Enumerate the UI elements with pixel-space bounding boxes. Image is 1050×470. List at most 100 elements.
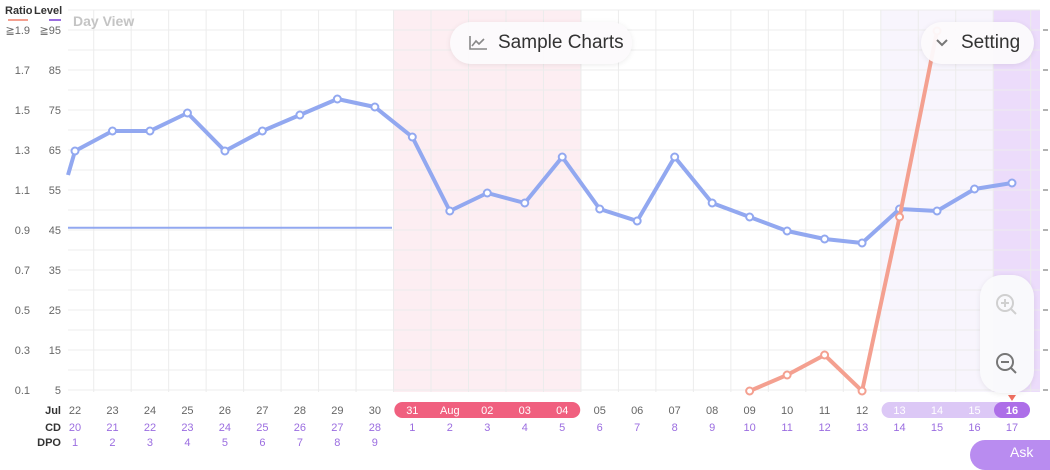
cd-value: 2 bbox=[447, 422, 453, 434]
date-label[interactable]: 13 bbox=[893, 405, 905, 417]
level-point[interactable] bbox=[707, 198, 717, 208]
dpo-value: 1 bbox=[72, 437, 78, 449]
ratio-point[interactable] bbox=[857, 386, 867, 396]
date-label[interactable]: 26 bbox=[219, 405, 231, 417]
date-label[interactable]: 25 bbox=[181, 405, 193, 417]
date-label[interactable]: 29 bbox=[331, 405, 343, 417]
chevron-down-icon bbox=[936, 39, 948, 47]
date-label[interactable]: 12 bbox=[856, 405, 868, 417]
zoom-controls bbox=[980, 275, 1034, 393]
ratio-tick: 0.7 bbox=[15, 265, 30, 277]
setting-button[interactable]: Setting bbox=[921, 22, 1034, 64]
level-point[interactable] bbox=[857, 238, 867, 248]
level-point[interactable] bbox=[520, 198, 530, 208]
zoom-out-icon[interactable] bbox=[995, 352, 1019, 376]
date-label[interactable]: 08 bbox=[706, 405, 718, 417]
date-label[interactable]: 09 bbox=[744, 405, 756, 417]
date-label[interactable]: 05 bbox=[594, 405, 606, 417]
level-point[interactable] bbox=[407, 132, 417, 142]
level-tick: 85 bbox=[49, 65, 61, 77]
ratio-point[interactable] bbox=[745, 386, 755, 396]
level-point[interactable] bbox=[370, 102, 380, 112]
level-point[interactable] bbox=[595, 204, 605, 214]
cd-value: 20 bbox=[69, 422, 81, 434]
ask-button[interactable]: Ask bbox=[970, 440, 1050, 470]
level-tick: 65 bbox=[49, 145, 61, 157]
date-label[interactable]: 14 bbox=[931, 405, 943, 417]
level-point[interactable] bbox=[932, 206, 942, 216]
today-pill[interactable] bbox=[994, 402, 1030, 418]
level-tick: 75 bbox=[49, 105, 61, 117]
cd-value: 8 bbox=[672, 422, 678, 434]
level-point[interactable] bbox=[1007, 178, 1017, 188]
date-label[interactable]: 04 bbox=[556, 405, 568, 417]
level-point[interactable] bbox=[332, 94, 342, 104]
level-point[interactable] bbox=[182, 108, 192, 118]
sample-charts-button[interactable]: Sample Charts bbox=[450, 22, 632, 64]
level-tick: 5 bbox=[55, 385, 61, 397]
level-tick: 55 bbox=[49, 185, 61, 197]
setting-label: Setting bbox=[961, 32, 1021, 53]
date-label[interactable]: 27 bbox=[256, 405, 268, 417]
cd-value: 3 bbox=[484, 422, 490, 434]
ratio-point[interactable] bbox=[782, 370, 792, 380]
ratio-tick: 0.3 bbox=[15, 345, 30, 357]
date-label[interactable]: 30 bbox=[369, 405, 381, 417]
level-point[interactable] bbox=[295, 110, 305, 120]
level-tick: 35 bbox=[49, 265, 61, 277]
cd-value: 12 bbox=[818, 422, 830, 434]
date-label[interactable]: 10 bbox=[781, 405, 793, 417]
month-label: Jul bbox=[45, 405, 61, 417]
cd-value: 5 bbox=[559, 422, 565, 434]
dpo-value: 4 bbox=[184, 437, 190, 449]
line-chart-icon bbox=[469, 36, 487, 50]
level-point[interactable] bbox=[107, 126, 117, 136]
ratio-tick: 1.5 bbox=[15, 105, 30, 117]
cd-value: 22 bbox=[144, 422, 156, 434]
date-label[interactable]: 31 bbox=[406, 405, 418, 417]
chart[interactable]: ≧1.91.71.51.31.10.90.70.50.30.1≧95857565… bbox=[0, 0, 1050, 452]
date-label[interactable]: 06 bbox=[631, 405, 643, 417]
level-point[interactable] bbox=[745, 212, 755, 222]
dpo-value: 6 bbox=[259, 437, 265, 449]
date-label[interactable]: 07 bbox=[669, 405, 681, 417]
cd-value: 14 bbox=[893, 422, 905, 434]
ratio-point[interactable] bbox=[820, 350, 830, 360]
level-point[interactable] bbox=[782, 226, 792, 236]
cd-value: 28 bbox=[369, 422, 381, 434]
ratio-tick: ≧1.9 bbox=[5, 25, 30, 37]
date-label[interactable]: 16 bbox=[1006, 405, 1018, 417]
level-point[interactable] bbox=[557, 152, 567, 162]
cd-value: 16 bbox=[968, 422, 980, 434]
cd-value: 10 bbox=[744, 422, 756, 434]
date-label[interactable]: 03 bbox=[519, 405, 531, 417]
level-point[interactable] bbox=[970, 184, 980, 194]
date-label[interactable]: 28 bbox=[294, 405, 306, 417]
date-label[interactable]: 22 bbox=[69, 405, 81, 417]
level-point[interactable] bbox=[257, 126, 267, 136]
date-label[interactable]: 11 bbox=[819, 405, 830, 417]
fertile-pill bbox=[881, 402, 1030, 418]
cd-value: 23 bbox=[181, 422, 193, 434]
level-point[interactable] bbox=[482, 188, 492, 198]
ratio-point[interactable] bbox=[895, 212, 905, 222]
level-point[interactable] bbox=[220, 146, 230, 156]
date-label[interactable]: Aug bbox=[440, 405, 460, 417]
cd-value: 17 bbox=[1006, 422, 1018, 434]
level-point[interactable] bbox=[145, 126, 155, 136]
date-label[interactable]: 15 bbox=[968, 405, 980, 417]
date-label[interactable]: 23 bbox=[106, 405, 118, 417]
level-tick: 45 bbox=[49, 225, 61, 237]
zoom-in-icon[interactable] bbox=[995, 293, 1019, 317]
level-point[interactable] bbox=[445, 206, 455, 216]
ratio-tick: 0.9 bbox=[15, 225, 30, 237]
level-point[interactable] bbox=[820, 234, 830, 244]
level-point[interactable] bbox=[632, 216, 642, 226]
date-label[interactable]: 24 bbox=[144, 405, 156, 417]
date-label[interactable]: 02 bbox=[481, 405, 493, 417]
level-point[interactable] bbox=[70, 146, 80, 156]
level-point[interactable] bbox=[670, 152, 680, 162]
cd-value: 11 bbox=[781, 422, 792, 434]
view-label: Day View bbox=[73, 13, 135, 29]
cd-value: 13 bbox=[856, 422, 868, 434]
